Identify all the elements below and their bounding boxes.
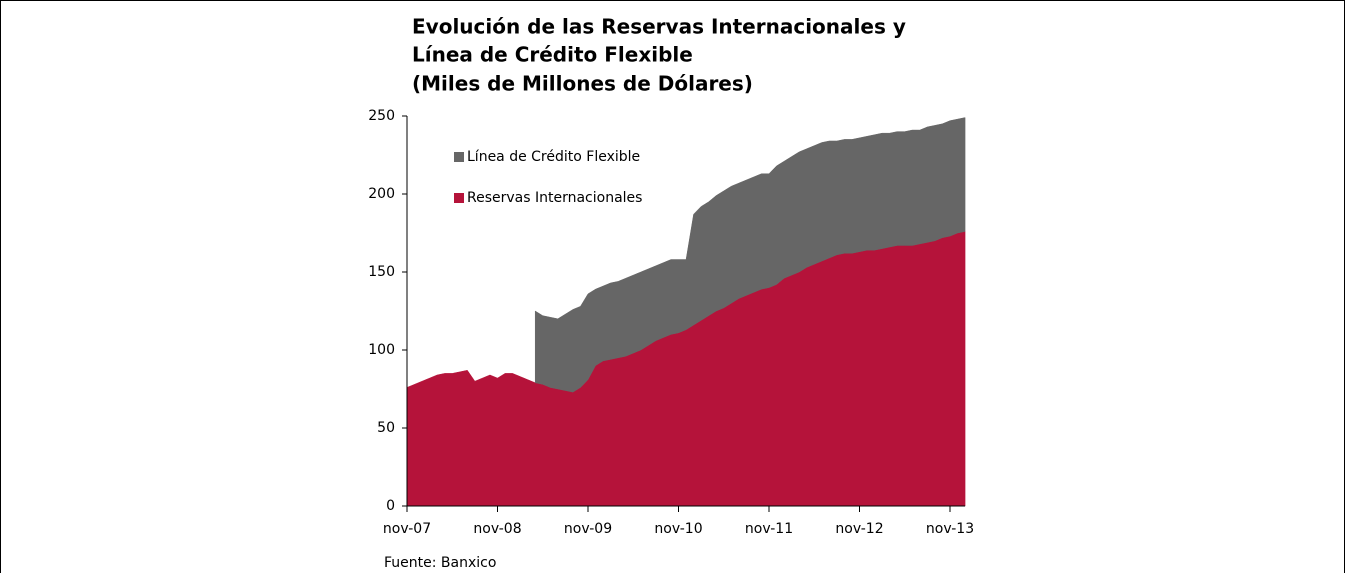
x-tick-label: nov-10 [654,521,702,537]
chart-title: Línea de Crédito Flexible [412,43,693,67]
legend-swatch [454,193,464,203]
source: Fuente: Banxico [384,555,496,571]
legend-swatch [454,152,464,162]
chart-title: (Miles de Millones de Dólares) [412,72,753,96]
legend-label: Reservas Internacionales [467,190,642,206]
y-tick-label: 0 [386,498,395,514]
y-tick-label: 200 [368,186,395,202]
area [534,117,966,393]
y-tick-label: 150 [368,264,395,280]
y-tick-label: 100 [368,342,395,358]
x-tick-label: nov-08 [473,521,521,537]
legend-label: Línea de Crédito Flexible [467,149,640,165]
x-tick-label: nov-09 [564,521,612,537]
x-tick-label: nov-12 [835,521,883,537]
x-tick-label: nov-11 [745,521,793,537]
chart-title: Evolución de las Reservas Internacionale… [412,15,906,39]
y-tick-label: 50 [377,420,395,436]
x-tick-label: nov-13 [926,521,974,537]
y-tick-label: 250 [368,108,395,124]
x-tick-label: nov-07 [383,521,431,537]
